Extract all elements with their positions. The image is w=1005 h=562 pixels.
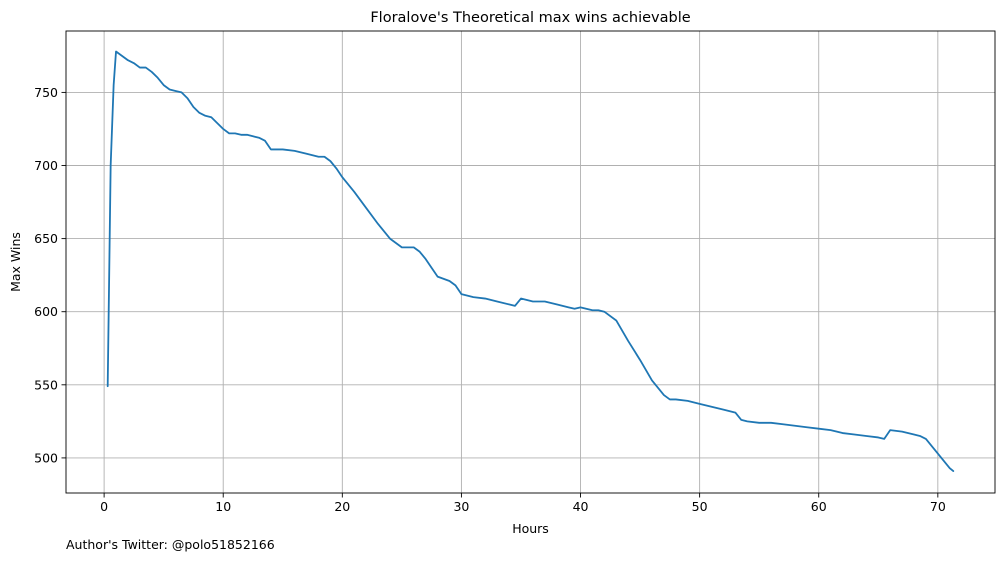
y-tick-label: 750 <box>34 85 58 100</box>
author-credit: Author's Twitter: @polo51852166 <box>66 537 275 552</box>
x-tick-label: 70 <box>930 499 946 514</box>
y-tick-label: 600 <box>34 304 58 319</box>
x-tick-label: 50 <box>692 499 708 514</box>
y-axis-label: Max Wins <box>8 232 23 292</box>
x-tick-label: 10 <box>215 499 231 514</box>
plot-frame <box>65 30 996 494</box>
x-tick-label: 20 <box>334 499 350 514</box>
y-tick-label: 650 <box>34 231 58 246</box>
y-tick-label: 700 <box>34 158 58 173</box>
series-line <box>106 50 955 472</box>
line-chart: Floralove's Theoretical max wins achieva… <box>8 10 996 536</box>
x-tick-label: 60 <box>811 499 827 514</box>
series-group <box>106 50 955 472</box>
x-tick-label: 40 <box>573 499 589 514</box>
y-tick-label: 500 <box>34 450 58 465</box>
x-axis-label: Hours <box>512 521 549 536</box>
ticks-group: 0 10 20 30 40 50 60 70 500 550 600 650 700 750 <box>34 85 946 514</box>
y-tick-label: 550 <box>34 377 58 392</box>
x-tick-label: 30 <box>453 499 469 514</box>
x-tick-label: 0 <box>100 499 108 514</box>
grid-lines <box>66 31 995 493</box>
chart-title: Floralove's Theoretical max wins achieva… <box>370 10 690 26</box>
